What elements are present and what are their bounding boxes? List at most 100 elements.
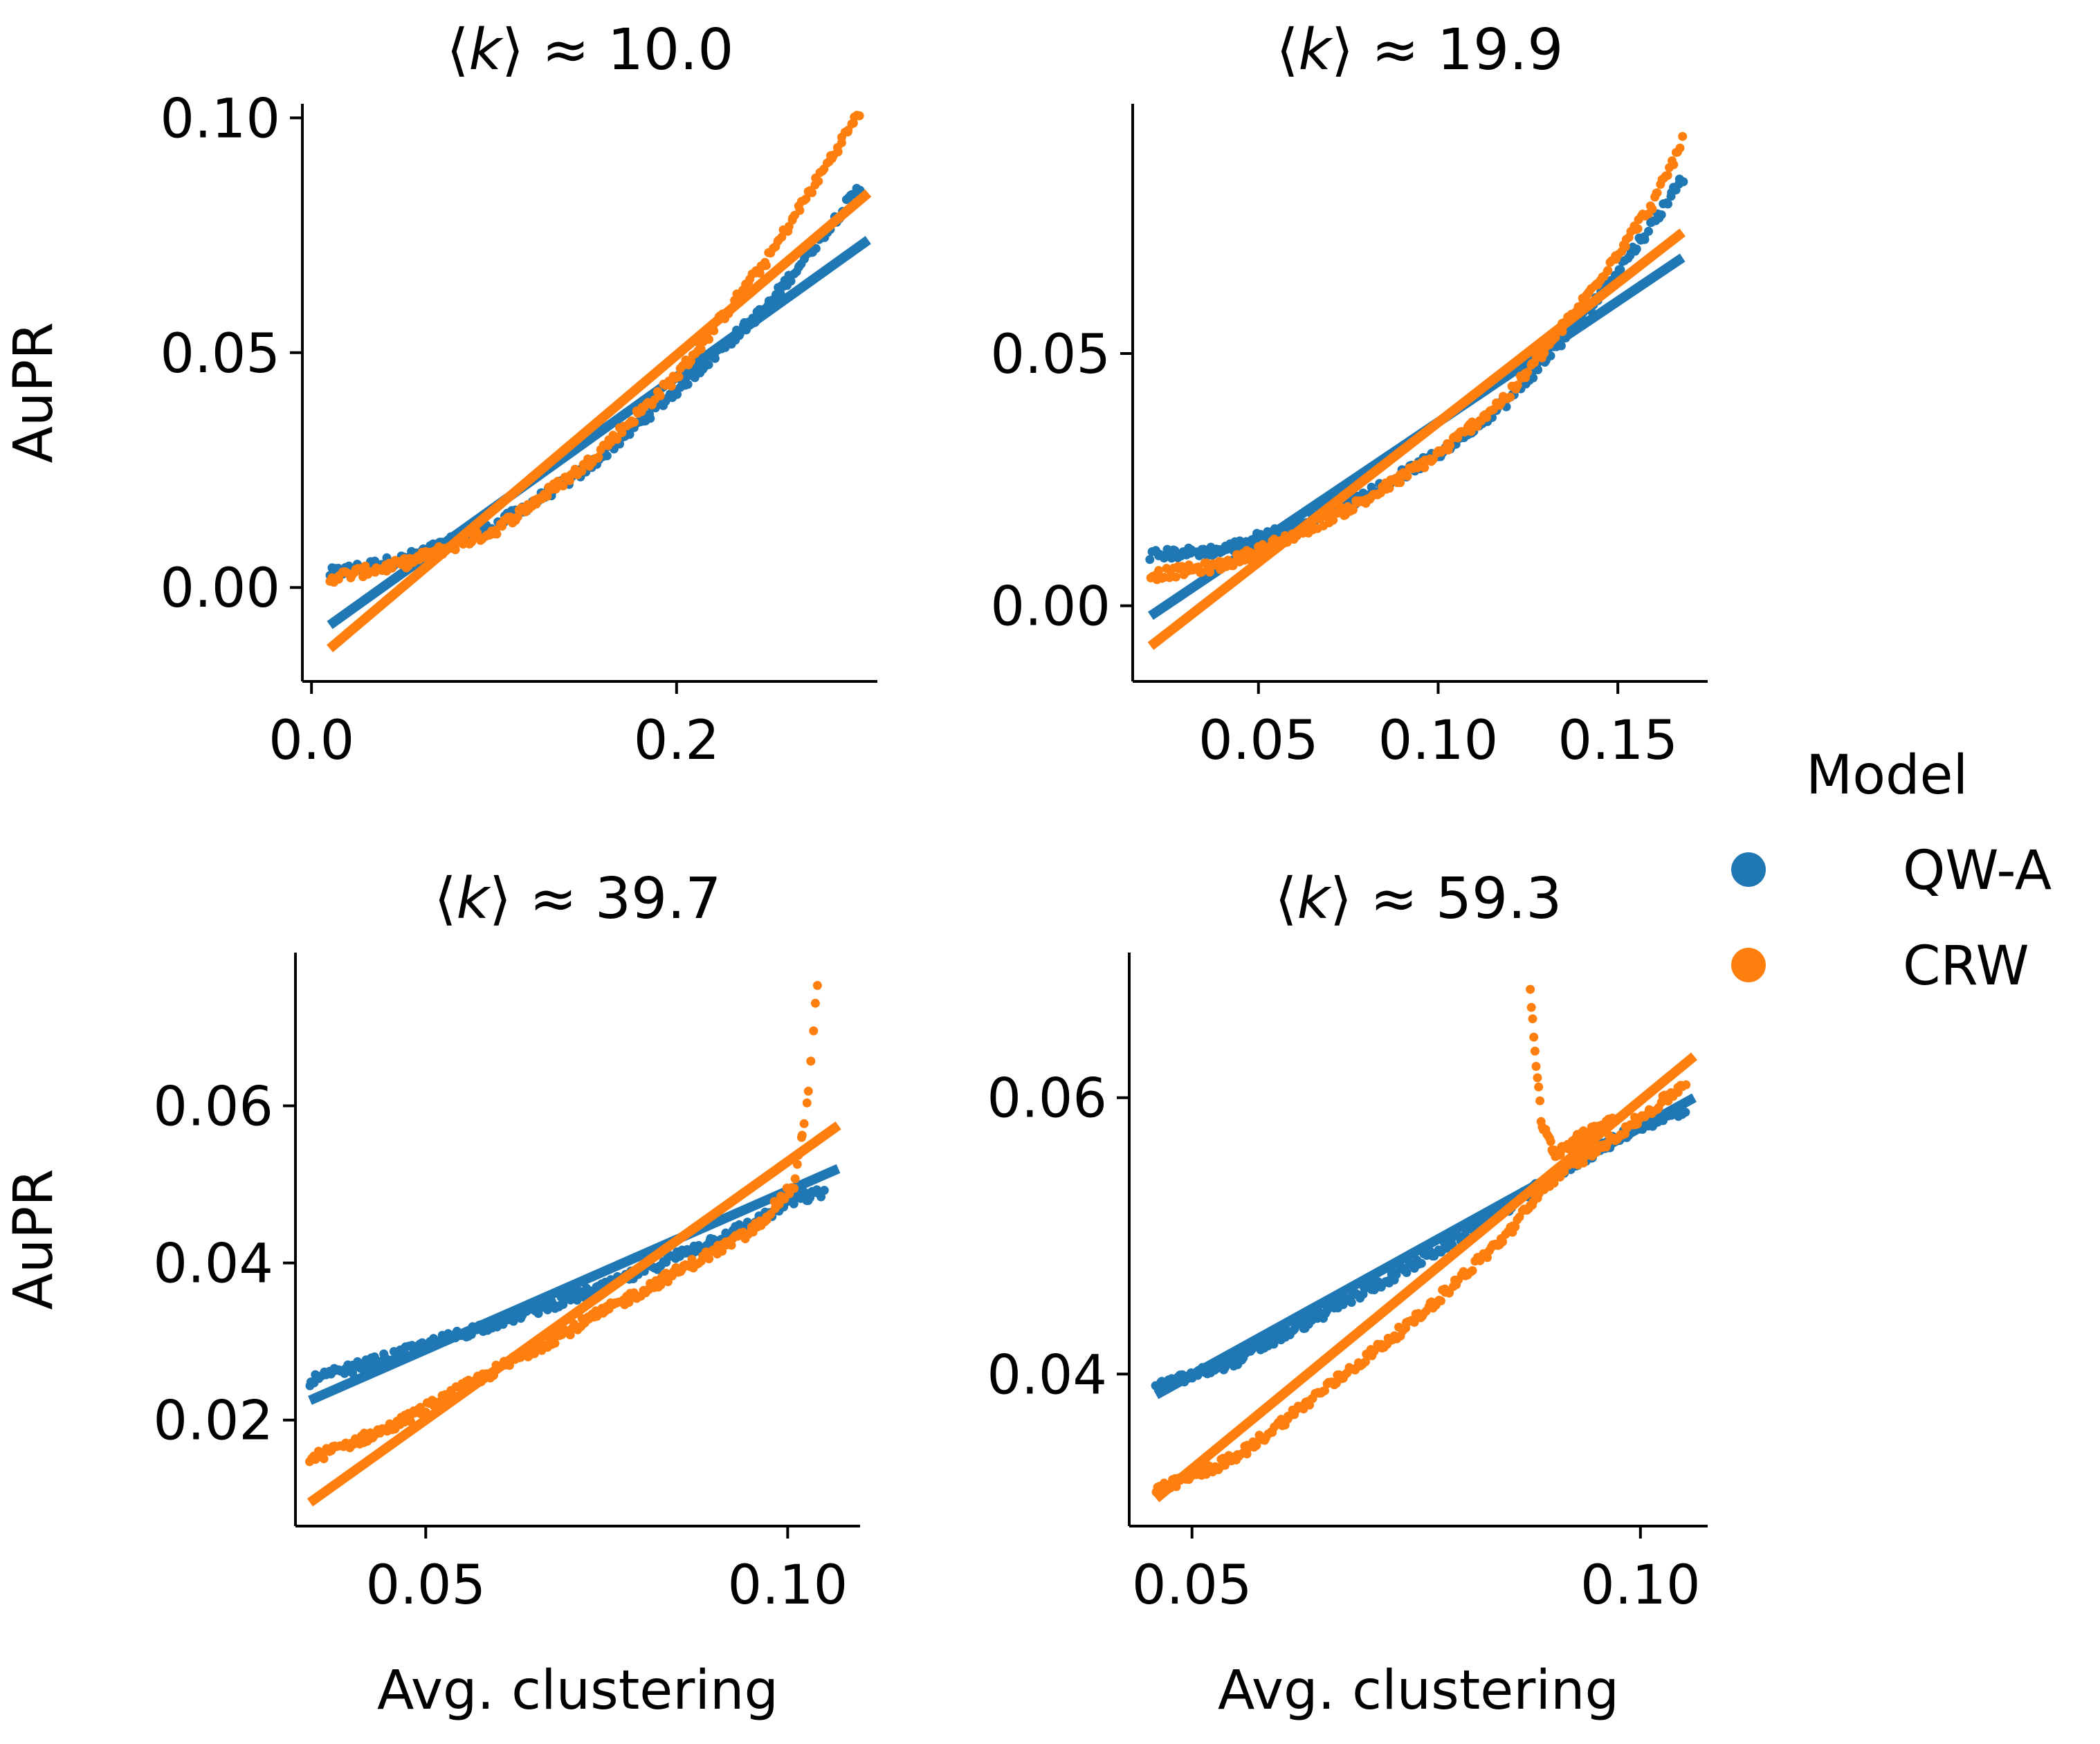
scatter-point: [1546, 1137, 1555, 1146]
x-tick-label: 0.05: [365, 1554, 486, 1617]
legend-marker-crw: [1731, 948, 1766, 982]
scatter-point: [1681, 1080, 1691, 1090]
scatter-point: [1403, 471, 1412, 481]
scatter-point: [1656, 210, 1666, 219]
scatter-point: [1533, 1073, 1542, 1083]
scatter-point: [1663, 171, 1672, 180]
scatter-point: [1506, 392, 1515, 402]
scatter-point: [811, 244, 821, 253]
scatter-point: [1528, 1014, 1537, 1024]
scatter-point: [814, 176, 823, 186]
x-tick-label: 0.05: [1132, 1554, 1252, 1617]
scatter-point: [1526, 1002, 1536, 1012]
scatter-point: [646, 414, 655, 423]
scatter-point: [810, 998, 820, 1008]
x-tick-label: 0.2: [634, 710, 720, 772]
scatter-point: [696, 345, 706, 354]
scatter-point: [790, 1174, 800, 1184]
scatter-point: [602, 451, 612, 461]
scatter-point: [1475, 1256, 1485, 1265]
fit-line-qw-a: [308, 1164, 841, 1405]
y-tick-label: 0.04: [153, 1233, 273, 1296]
x-tick-label: 0.05: [1198, 710, 1319, 772]
scatter-point: [1396, 478, 1405, 488]
x-tick-label: 0.0: [268, 710, 354, 772]
scatter-point: [1533, 365, 1543, 374]
scatter-point: [789, 1199, 798, 1209]
scatter-point: [1252, 1440, 1261, 1450]
scatter-point: [801, 194, 811, 203]
panel-3: ⟨k⟩ ≈ 39.7 0.05 0.10 0.02 0.04 0.06 AuPR Avg. c…: [3, 866, 860, 1722]
legend-title: Model: [1806, 744, 1968, 807]
y-axis-label: AuPR: [3, 1168, 65, 1310]
scatter-point: [1663, 199, 1672, 209]
scatter-point: [1531, 1062, 1541, 1071]
scatter-point: [1391, 1269, 1401, 1279]
y-tick-label: 0.06: [153, 1076, 273, 1138]
scatter-point: [855, 111, 864, 120]
scatter-point: [1652, 188, 1662, 198]
scatter-point: [594, 452, 603, 462]
scatter-point: [795, 205, 805, 215]
scatter-point: [1578, 1158, 1588, 1168]
scatter-point: [704, 1254, 714, 1264]
scatter-point: [1402, 1268, 1412, 1277]
fit-line-crw: [327, 189, 872, 652]
scatter-point: [704, 360, 713, 369]
scatter-point: [1154, 566, 1164, 576]
x-axis-label: Avg. clustering: [1218, 1660, 1619, 1722]
scatter-point: [1678, 131, 1688, 141]
x-axis-label: Avg. clustering: [377, 1660, 778, 1722]
scatter-point: [1549, 1178, 1559, 1188]
scatter-point: [1675, 143, 1685, 153]
scatter-point: [1196, 567, 1206, 577]
scatter-point: [833, 147, 843, 156]
legend-label-qwa: QW-A: [1903, 840, 2052, 902]
scatter-point: [612, 434, 622, 444]
scatter-point: [1679, 177, 1688, 187]
scatter-point: [1523, 367, 1533, 377]
scatter-point: [1633, 224, 1643, 234]
scatter-point: [807, 188, 817, 197]
scatter-point: [1620, 242, 1630, 251]
scatter-point: [1409, 1317, 1419, 1327]
panel-1: ⟨k⟩ ≈ 10.0 0.0 0.2 0.00 0.05 0.10 AuPR: [3, 17, 877, 772]
scatter-point: [1466, 427, 1476, 437]
scatter-point: [1603, 266, 1613, 275]
scatter-point: [1361, 1357, 1370, 1366]
scatter-point: [1534, 1082, 1544, 1092]
panel-title: ⟨k⟩ ≈ 59.3: [1275, 866, 1562, 932]
scatter-point: [683, 380, 693, 389]
scatter-point: [1420, 463, 1430, 472]
series-crw-spike: [1526, 984, 1618, 1162]
scatter-point: [630, 417, 639, 427]
series-qw-a: [305, 1164, 841, 1405]
scatter-point: [673, 389, 682, 399]
scatter-point: [762, 261, 771, 270]
y-tick-label: 0.04: [987, 1344, 1107, 1406]
scatter-point: [1436, 1296, 1445, 1305]
scatter-point: [1385, 484, 1394, 493]
scatter-point: [1669, 160, 1679, 169]
scatter-point: [1616, 265, 1625, 275]
panel-title: ⟨k⟩ ≈ 19.9: [1277, 17, 1564, 83]
scatter-point: [1632, 244, 1641, 254]
scatter-point: [1205, 567, 1214, 577]
scatter-point: [1529, 1032, 1539, 1042]
scatter-point: [755, 268, 765, 278]
x-tick-label: 0.10: [728, 1554, 848, 1617]
scatter-point: [1513, 380, 1522, 390]
series-crw: [325, 111, 872, 652]
scatter-point: [1681, 1108, 1690, 1117]
scatter-point: [797, 1130, 807, 1140]
scatter-point: [513, 512, 522, 522]
x-tick-label: 0.10: [1378, 710, 1499, 772]
scatter-point: [656, 1280, 666, 1289]
y-tick-label: 0.06: [987, 1068, 1107, 1130]
scatter-point: [1647, 204, 1657, 214]
scatter-point: [1468, 1266, 1477, 1276]
y-tick-label: 0.02: [153, 1390, 273, 1453]
scatter-point: [1171, 572, 1180, 582]
fit-line-crw: [1147, 228, 1686, 650]
